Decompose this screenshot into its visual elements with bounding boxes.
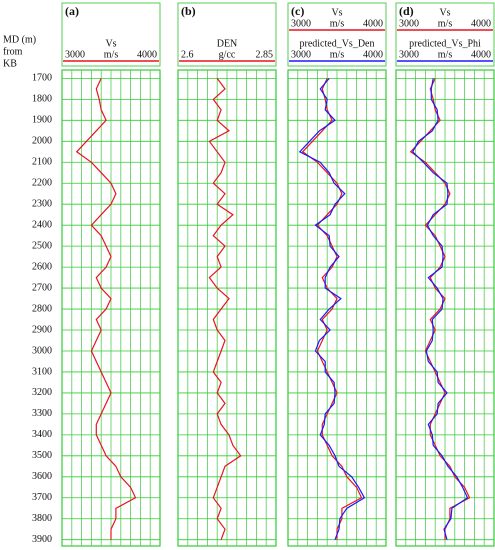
y-tick-label: 2500 <box>32 240 52 251</box>
y-tick-label: 3700 <box>32 492 52 503</box>
y-tick-label: 2800 <box>32 303 52 314</box>
y-tick-label: 2400 <box>32 219 52 230</box>
y-tick-label: 3500 <box>32 450 52 461</box>
curve-name: predicted_Vs_Den <box>300 38 375 49</box>
y-tick-label: 3100 <box>32 366 52 377</box>
x-tick-label: 2.6 <box>181 49 194 60</box>
track-header <box>287 2 387 67</box>
y-tick-label: 3200 <box>32 387 52 398</box>
y-axis-label: from <box>3 46 23 57</box>
curve-unit: m/s <box>330 18 345 29</box>
track-header <box>61 2 161 67</box>
y-tick-label: 3600 <box>32 471 52 482</box>
curve-unit: m/s <box>104 49 119 60</box>
curve-unit: g/cc <box>219 49 236 60</box>
y-tick-label: 1700 <box>32 73 52 84</box>
curve-name: Vs <box>331 7 342 18</box>
y-tick-label: 2300 <box>32 198 52 209</box>
log-curve <box>411 78 469 540</box>
x-tick-label: 3000 <box>399 18 419 29</box>
y-tick-label: 2100 <box>32 157 52 168</box>
y-tick-label: 3400 <box>32 429 52 440</box>
y-tick-label: 2200 <box>32 178 52 189</box>
log-curve <box>75 78 137 540</box>
x-tick-label: 4000 <box>363 49 383 60</box>
track-label: (a) <box>65 4 79 18</box>
x-tick-label: 3000 <box>65 49 85 60</box>
x-tick-label: 3000 <box>291 18 311 29</box>
x-tick-label: 3000 <box>291 49 311 60</box>
x-tick-label: 3000 <box>399 49 419 60</box>
y-tick-label: 2900 <box>32 324 52 335</box>
curve-name: predicted_Vs_Phi <box>409 38 481 49</box>
x-tick-label: 4000 <box>471 49 491 60</box>
y-tick-label: 3900 <box>32 534 52 545</box>
y-axis-label: MD (m) <box>3 34 36 45</box>
curve-unit: m/s <box>330 49 345 60</box>
track-label: (b) <box>181 4 196 18</box>
y-tick-label: 2700 <box>32 282 52 293</box>
log-curve <box>298 78 366 540</box>
log-curve <box>208 78 242 540</box>
y-tick-label: 1800 <box>32 94 52 105</box>
curve-unit: m/s <box>438 18 453 29</box>
y-axis-label: KB <box>3 58 17 69</box>
track-header <box>177 2 277 67</box>
x-tick-label: 4000 <box>363 18 383 29</box>
y-tick-label: 2000 <box>32 136 52 147</box>
curve-unit: m/s <box>438 49 453 60</box>
x-tick-label: 4000 <box>471 18 491 29</box>
y-tick-label: 1900 <box>32 115 52 126</box>
x-tick-label: 2.85 <box>256 49 274 60</box>
x-tick-label: 4000 <box>137 49 157 60</box>
track-header <box>395 2 495 67</box>
track-label: (d) <box>399 4 414 18</box>
curve-name: Vs <box>105 38 116 49</box>
curve-name: DEN <box>217 38 238 49</box>
y-tick-label: 2600 <box>32 261 52 272</box>
y-tick-label: 3300 <box>32 408 52 419</box>
y-tick-label: 3800 <box>32 513 52 524</box>
track-label: (c) <box>291 4 304 18</box>
y-tick-label: 3000 <box>32 345 52 356</box>
curve-name: Vs <box>439 7 450 18</box>
